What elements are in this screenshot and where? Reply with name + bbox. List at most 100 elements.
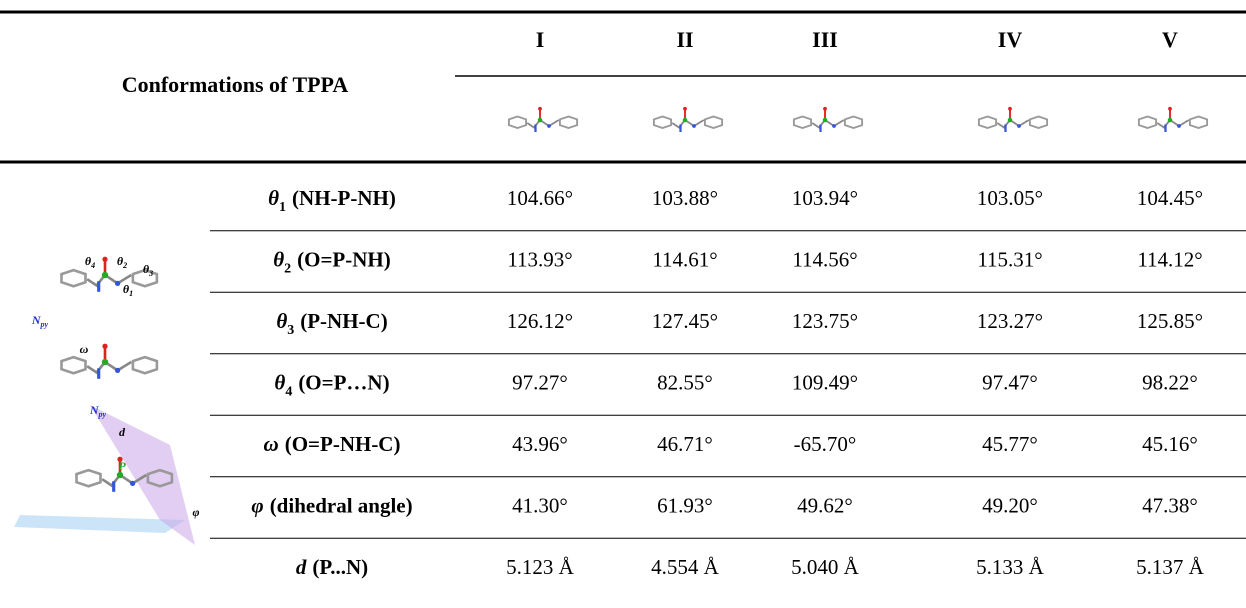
atom xyxy=(538,118,543,123)
cell-value: 104.45° xyxy=(1137,186,1203,210)
cell-value: 115.31° xyxy=(977,247,1042,271)
cell-value: 103.05° xyxy=(977,186,1043,210)
atom xyxy=(683,118,688,123)
atom xyxy=(130,481,135,486)
row-name: (O=P-NH) xyxy=(297,247,391,271)
cell-value: 114.12° xyxy=(1137,247,1202,271)
molecule xyxy=(1139,107,1207,132)
label-sub: py xyxy=(40,320,49,329)
column-header: I xyxy=(536,27,545,52)
row-name: (P-NH-C) xyxy=(300,309,387,333)
ring xyxy=(62,357,86,373)
ring xyxy=(509,117,526,129)
bond xyxy=(812,120,844,128)
bond xyxy=(527,120,559,128)
figure-label: θ1 xyxy=(123,282,133,299)
atom xyxy=(115,281,120,286)
cell-value: 49.20° xyxy=(982,493,1038,517)
label-symbol: φ xyxy=(192,505,199,519)
cell-value: 109.49° xyxy=(792,370,858,394)
cell-value: 97.47° xyxy=(982,370,1038,394)
molecule xyxy=(794,107,862,132)
cell-value: 45.16° xyxy=(1142,432,1198,456)
molecule xyxy=(654,107,722,132)
bond xyxy=(87,362,131,373)
cell-value: 97.27° xyxy=(512,370,568,394)
ring xyxy=(845,117,862,129)
cell-value: 61.93° xyxy=(657,493,713,517)
figure-label: Npy xyxy=(31,313,49,330)
row-label: θ3 (P-NH-C) xyxy=(276,309,387,338)
row-sub: 1 xyxy=(279,200,286,215)
atom xyxy=(102,257,107,262)
cell-value: 5.133 Å xyxy=(976,555,1045,579)
bond xyxy=(672,120,704,128)
atom xyxy=(1008,107,1012,111)
cell-value: 103.94° xyxy=(792,186,858,210)
row-symbol: ω xyxy=(264,432,279,456)
atom xyxy=(823,118,828,123)
row-name: (dihedral angle) xyxy=(270,493,413,517)
row-label: ω(O=P-NH-C) xyxy=(264,432,401,456)
row-sub: 2 xyxy=(284,261,291,276)
cell-value: 47.38° xyxy=(1142,493,1198,517)
molecule xyxy=(62,344,157,379)
atom xyxy=(547,124,551,128)
row-symbol: φ xyxy=(251,493,263,517)
cell-value: 123.75° xyxy=(792,309,858,333)
cell-value: 5.123 Å xyxy=(506,555,575,579)
column-header: II xyxy=(676,27,693,52)
column-header: III xyxy=(812,27,838,52)
column-header: IV xyxy=(998,27,1023,52)
atom xyxy=(117,472,123,478)
ring xyxy=(979,117,996,129)
row-label: θ2 (O=P-NH) xyxy=(273,247,391,276)
figure-label: θ3 xyxy=(143,262,153,279)
atom xyxy=(102,359,108,365)
atom xyxy=(692,124,696,128)
figure-label: θ2 xyxy=(117,254,127,271)
row-name: (P...N) xyxy=(312,555,368,579)
cell-value: 125.85° xyxy=(1137,309,1203,333)
atom xyxy=(823,107,827,111)
atom xyxy=(1177,124,1181,128)
cell-value: 43.96° xyxy=(512,432,568,456)
ring xyxy=(77,470,101,486)
row-sub: 3 xyxy=(287,323,294,338)
cell-value: 82.55° xyxy=(657,370,713,394)
table-page: Conformations of TPPA IIIIIIIVVθ4θ2θ3θ1N… xyxy=(0,0,1246,608)
row-label: θ4(O=P…N) xyxy=(274,370,389,399)
cell-value: 5.040 Å xyxy=(791,555,860,579)
label-symbol: P xyxy=(118,459,126,473)
cell-value: 113.93° xyxy=(507,247,572,271)
row-symbol: θ xyxy=(268,186,279,210)
atom xyxy=(1168,107,1172,111)
atom xyxy=(1168,118,1173,123)
atom xyxy=(538,107,542,111)
ring xyxy=(1139,117,1156,129)
cell-value: 123.27° xyxy=(977,309,1043,333)
label-sub: 3 xyxy=(148,269,153,278)
row-symbol: θ xyxy=(276,309,287,333)
figure-label: θ4 xyxy=(85,254,95,271)
ring xyxy=(1190,117,1207,129)
figure-label: φ xyxy=(192,505,199,519)
atom xyxy=(102,344,107,349)
row-label: φ (dihedral angle) xyxy=(251,493,412,517)
cell-value: 103.88° xyxy=(652,186,718,210)
ring xyxy=(133,357,157,373)
ring xyxy=(560,117,577,129)
cell-value: 114.56° xyxy=(792,247,857,271)
cell-value: 98.22° xyxy=(1142,370,1198,394)
atom xyxy=(1008,118,1013,123)
ring xyxy=(1030,117,1047,129)
atom xyxy=(1017,124,1021,128)
row-symbol: d xyxy=(296,555,307,579)
atom xyxy=(115,368,120,373)
row-name: (O=P-NH-C) xyxy=(285,432,401,456)
row-symbol: θ xyxy=(273,247,284,271)
cell-value: 49.62° xyxy=(797,493,853,517)
cell-value: 41.30° xyxy=(512,493,568,517)
label-sub: 1 xyxy=(129,289,133,298)
cell-value: 4.554 Å xyxy=(651,555,720,579)
